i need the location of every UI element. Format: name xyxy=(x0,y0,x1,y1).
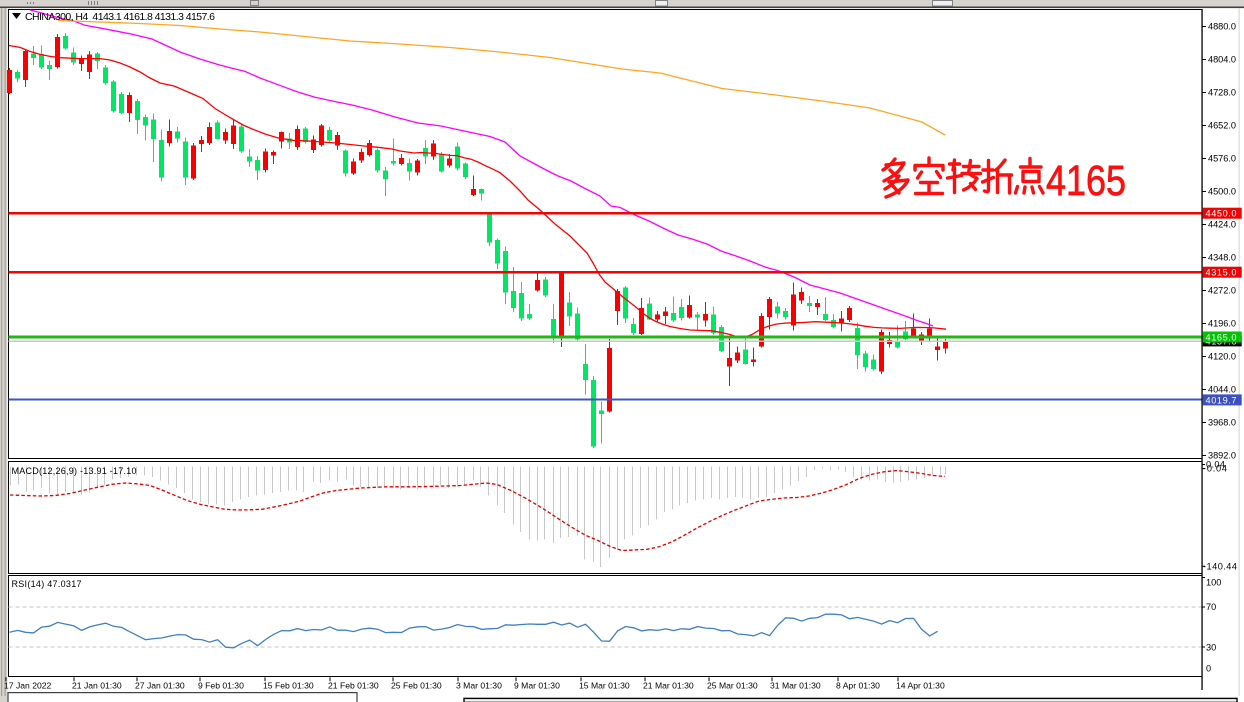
svg-text:3 Mar 01:30: 3 Mar 01:30 xyxy=(456,681,502,691)
svg-text:15 Mar 01:30: 15 Mar 01:30 xyxy=(579,681,630,691)
svg-text:9 Feb 01:30: 9 Feb 01:30 xyxy=(198,681,244,691)
svg-text:MACD(12,26,9) -13.91 -17.10: MACD(12,26,9) -13.91 -17.10 xyxy=(12,466,137,476)
svg-text:CHINA300, H4 4143.1 4161.8 41: CHINA300, H4 4143.1 4161.8 4131.3 4157.6 xyxy=(25,11,215,23)
svg-text:70: 70 xyxy=(1206,602,1216,612)
svg-text:30: 30 xyxy=(1206,642,1216,652)
svg-text:4044.0: 4044.0 xyxy=(1208,385,1236,395)
svg-text:100: 100 xyxy=(1206,578,1221,588)
svg-text:3892.0: 3892.0 xyxy=(1208,451,1236,461)
svg-text:4019.7: 4019.7 xyxy=(1206,395,1237,405)
svg-text:0.04: 0.04 xyxy=(1206,460,1225,470)
svg-text:0: 0 xyxy=(1206,664,1211,674)
svg-text:4165: 4165 xyxy=(1046,157,1126,205)
svg-text:4450.0: 4450.0 xyxy=(1206,209,1237,219)
svg-text:21 Jan 01:30: 21 Jan 01:30 xyxy=(72,681,122,691)
svg-text:14 Apr 01:30: 14 Apr 01:30 xyxy=(896,681,945,691)
svg-text:4500.0: 4500.0 xyxy=(1208,187,1236,197)
svg-text:4880.0: 4880.0 xyxy=(1208,22,1236,32)
svg-text:31 Mar 01:30: 31 Mar 01:30 xyxy=(770,681,821,691)
svg-text:4348.0: 4348.0 xyxy=(1208,253,1236,263)
svg-text:27 Jan 01:30: 27 Jan 01:30 xyxy=(135,681,185,691)
svg-text:9 Mar 01:30: 9 Mar 01:30 xyxy=(514,681,560,691)
svg-text:4804.0: 4804.0 xyxy=(1208,55,1236,65)
svg-text:21 Mar 01:30: 21 Mar 01:30 xyxy=(643,681,694,691)
svg-text:RSI(14) 47.0317: RSI(14) 47.0317 xyxy=(12,579,82,589)
svg-text:4424.0: 4424.0 xyxy=(1208,220,1236,230)
svg-text:8 Apr 01:30: 8 Apr 01:30 xyxy=(836,681,880,691)
svg-text:4728.0: 4728.0 xyxy=(1208,88,1236,98)
svg-text:3968.0: 3968.0 xyxy=(1208,418,1236,428)
svg-text:4315.0: 4315.0 xyxy=(1206,268,1237,278)
svg-text:17 Jan 2022: 17 Jan 2022 xyxy=(4,681,52,691)
svg-text:4196.0: 4196.0 xyxy=(1208,319,1236,329)
svg-text:4165.0: 4165.0 xyxy=(1206,332,1237,342)
svg-text:4576.0: 4576.0 xyxy=(1208,154,1236,164)
svg-text:4652.0: 4652.0 xyxy=(1208,121,1236,131)
svg-text:15 Feb 01:30: 15 Feb 01:30 xyxy=(263,681,314,691)
svg-text:25 Mar 01:30: 25 Mar 01:30 xyxy=(707,681,758,691)
svg-text:21 Feb 01:30: 21 Feb 01:30 xyxy=(328,681,379,691)
svg-text:25 Feb 01:30: 25 Feb 01:30 xyxy=(391,681,442,691)
svg-text:-140.44: -140.44 xyxy=(1203,561,1237,571)
svg-text:4272.0: 4272.0 xyxy=(1208,286,1236,296)
svg-text:-0.04: -0.04 xyxy=(1203,464,1227,474)
svg-text:4120.0: 4120.0 xyxy=(1208,352,1236,362)
